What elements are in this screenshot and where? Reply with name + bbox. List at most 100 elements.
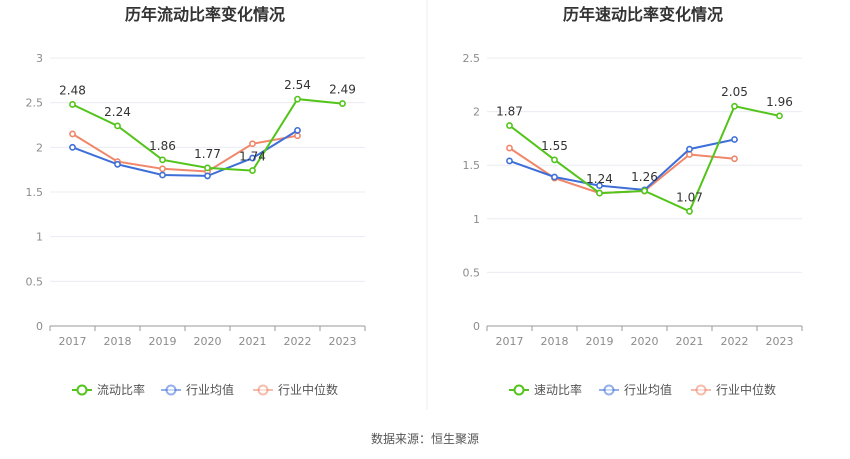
data-label: 2.54 xyxy=(284,78,311,92)
data-point-avg xyxy=(686,145,693,153)
data-point-main xyxy=(596,189,603,197)
data-label: 2.05 xyxy=(721,85,748,99)
y-tick-label: 2 xyxy=(36,141,43,154)
series-line-avg xyxy=(72,129,299,177)
legend-label: 行业中位数 xyxy=(716,382,776,397)
data-point-avg xyxy=(294,126,301,134)
legend-marker xyxy=(257,384,269,396)
x-tick-label: 2023 xyxy=(766,335,794,348)
legend-marker xyxy=(695,384,707,396)
data-point-main xyxy=(731,102,738,110)
data-point-median xyxy=(69,130,76,138)
legend-item-main: 流动比率 xyxy=(72,382,145,397)
y-tick-label: 1 xyxy=(36,231,43,244)
data-label: 1.87 xyxy=(496,105,523,119)
legend-label: 行业均值 xyxy=(186,382,234,397)
legend-item-median: 行业中位数 xyxy=(253,382,338,397)
data-point-main xyxy=(686,207,693,215)
data-point-main xyxy=(506,122,513,129)
data-point-median xyxy=(506,144,513,152)
legend-label: 行业中位数 xyxy=(278,382,338,397)
data-point-main xyxy=(204,164,211,172)
x-tick-label: 2021 xyxy=(676,335,704,348)
data-point-avg xyxy=(596,182,603,189)
y-tick-label: 3 xyxy=(36,52,43,65)
data-point-main xyxy=(551,156,558,164)
x-tick-label: 2021 xyxy=(239,335,267,348)
data-point-main xyxy=(776,112,783,120)
x-tick-label: 2022 xyxy=(284,335,312,348)
x-tick-label: 2017 xyxy=(496,335,524,348)
chart-panel-2: 历年速动比率变化情况 0 0.5 1 1.5 2 2.5 2017 2018 2019 2020 20… xyxy=(463,5,803,397)
data-point-avg xyxy=(69,143,76,151)
y-tick-label: 0 xyxy=(473,320,480,333)
series-line-avg xyxy=(509,138,735,191)
data-point-main xyxy=(641,187,648,195)
chart-title: 历年流动比率变化情况 xyxy=(125,5,285,24)
series-line-median xyxy=(71,133,298,173)
data-point-main xyxy=(159,156,166,164)
x-tick-label: 2020 xyxy=(631,335,659,348)
data-point-avg xyxy=(506,157,513,165)
y-tick-label: 1 xyxy=(473,213,480,226)
y-tick-label: 2 xyxy=(473,106,480,119)
data-point-median xyxy=(249,140,256,148)
y-tick-label: 1.5 xyxy=(463,159,481,172)
data-point-main xyxy=(339,100,346,107)
data-label: 1.74 xyxy=(239,150,266,164)
data-point-avg xyxy=(159,171,166,179)
data-label: 1.77 xyxy=(194,147,221,161)
data-point-avg xyxy=(204,172,211,180)
legend-marker xyxy=(603,384,615,396)
y-tick-label: 1.5 xyxy=(26,186,44,199)
data-label: 1.24 xyxy=(586,172,613,186)
data-point-main xyxy=(294,95,301,103)
data-label: 2.24 xyxy=(104,105,131,119)
legend-marker xyxy=(165,384,177,396)
x-tick-label: 2022 xyxy=(721,335,749,348)
x-tick-label: 2019 xyxy=(149,335,177,348)
y-tick-label: 0 xyxy=(36,320,43,333)
data-label: 2.48 xyxy=(59,83,86,97)
legend-marker xyxy=(513,384,525,396)
data-point-median xyxy=(294,132,301,140)
data-label: 1.86 xyxy=(149,139,176,153)
chart-title: 历年速动比率变化情况 xyxy=(563,5,723,24)
legend-label: 流动比率 xyxy=(97,382,145,397)
legend-item-avg: 行业均值 xyxy=(599,382,672,397)
data-point-avg xyxy=(249,154,256,162)
data-point-avg xyxy=(114,160,121,168)
legend-label: 行业均值 xyxy=(624,382,672,397)
x-tick-label: 2017 xyxy=(59,335,87,348)
data-point-main xyxy=(114,122,121,130)
x-tick-label: 2023 xyxy=(329,335,357,348)
data-point-main xyxy=(69,101,76,108)
series-line-main xyxy=(508,105,780,213)
legend-marker xyxy=(76,384,88,396)
data-point-main xyxy=(249,167,256,174)
legend-label: 速动比率 xyxy=(534,382,582,397)
data-label: 1.07 xyxy=(676,190,703,204)
data-label: 1.96 xyxy=(766,95,793,109)
x-tick-label: 2018 xyxy=(104,335,132,348)
data-point-median xyxy=(159,165,166,173)
y-tick-label: 2.5 xyxy=(26,97,44,110)
data-label: 2.49 xyxy=(329,83,356,97)
data-point-median xyxy=(686,151,693,158)
x-tick-label: 2020 xyxy=(194,335,222,348)
data-label: 1.26 xyxy=(631,170,658,184)
data-label: 1.55 xyxy=(541,139,568,153)
data-point-median xyxy=(731,155,738,163)
chart-panel-1: 历年流动比率变化情况 0 0.5 1 1.5 2 2.5 3 2017 2018 2019 2020 2… xyxy=(26,5,366,397)
source-note: 数据来源：恒生聚源 xyxy=(370,432,479,446)
x-tick-label: 2019 xyxy=(586,335,614,348)
legend-item-median: 行业中位数 xyxy=(691,382,776,397)
y-tick-label: 0.5 xyxy=(463,266,481,279)
y-tick-label: 0.5 xyxy=(26,275,44,288)
legend-item-main: 速动比率 xyxy=(509,382,582,397)
legend-item-avg: 行业均值 xyxy=(161,382,234,397)
x-tick-label: 2018 xyxy=(541,335,569,348)
data-point-avg xyxy=(731,136,738,143)
data-point-avg xyxy=(551,173,558,181)
